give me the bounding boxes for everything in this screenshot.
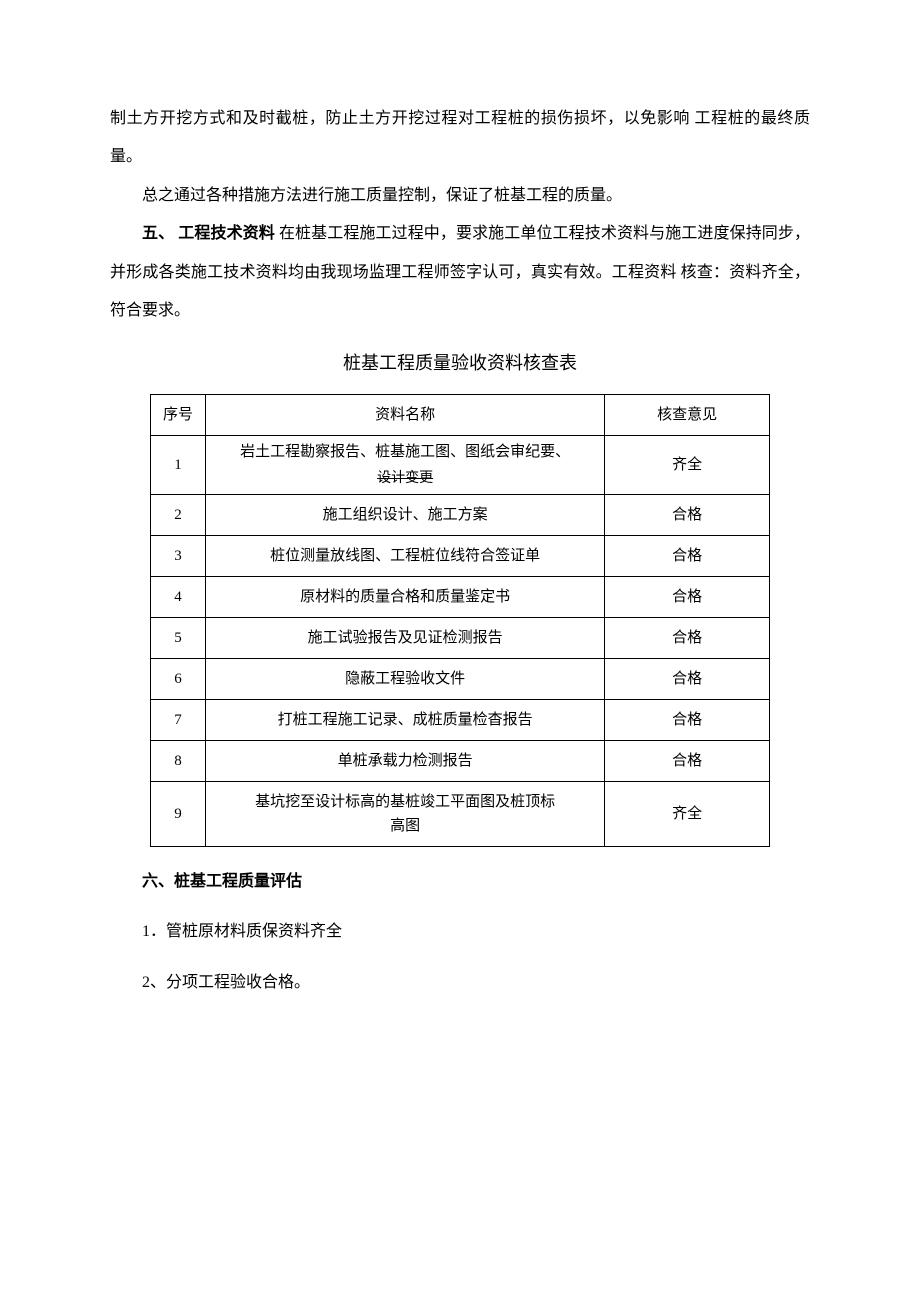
cell-name: 打桩工程施工记录、成桩质量检杳报告 — [205, 699, 604, 740]
cell-name-bottom: 高图 — [205, 814, 604, 847]
cell-name: 施工组织设计、施工方案 — [205, 494, 604, 535]
cell-name-top: 岩土工程勘察报告、桩基施工图、图纸会审纪要、 — [205, 435, 604, 464]
section-6-heading: 六、桩基工程质量评估 — [110, 863, 810, 901]
section-5-label: 五、 工程技术资料 — [142, 225, 275, 242]
cell-seq: 4 — [151, 576, 206, 617]
inspection-table: 序号 资料名称 核查意见 1 岩土工程勘察报告、桩基施工图、图纸会审纪要、 齐全… — [150, 394, 770, 847]
cell-opinion: 合格 — [605, 576, 770, 617]
cell-name-bottom: 设计变更 — [205, 464, 604, 495]
cell-opinion: 合格 — [605, 740, 770, 781]
cell-seq: 1 — [151, 435, 206, 494]
table-row: 4 原材料的质量合格和质量鉴定书 合格 — [151, 576, 770, 617]
cell-opinion: 合格 — [605, 658, 770, 699]
list-item-2: 2、分项工程验收合格。 — [110, 964, 810, 1002]
cell-name-top: 基坑挖至设计标高的基桩竣工平面图及桩顶标 — [205, 781, 604, 814]
table-row: 7 打桩工程施工记录、成桩质量检杳报告 合格 — [151, 699, 770, 740]
table-row: 3 桩位测量放线图、工程桩位线符合签证单 合格 — [151, 535, 770, 576]
cell-opinion: 合格 — [605, 699, 770, 740]
cell-seq: 9 — [151, 781, 206, 846]
table-row: 2 施工组织设计、施工方案 合格 — [151, 494, 770, 535]
cell-name: 桩位测量放线图、工程桩位线符合签证单 — [205, 535, 604, 576]
table-row: 6 隐蔽工程验收文件 合格 — [151, 658, 770, 699]
cell-seq: 7 — [151, 699, 206, 740]
header-seq: 序号 — [151, 394, 206, 435]
cell-seq: 2 — [151, 494, 206, 535]
table-row: 8 单桩承载力检测报告 合格 — [151, 740, 770, 781]
cell-name: 施工试验报告及见证检测报告 — [205, 617, 604, 658]
cell-opinion: 合格 — [605, 617, 770, 658]
list-item-1: 1．管桩原材料质保资料齐全 — [110, 913, 810, 951]
cell-seq: 6 — [151, 658, 206, 699]
table-header-row: 序号 资料名称 核查意见 — [151, 394, 770, 435]
cell-opinion: 齐全 — [605, 781, 770, 846]
cell-name: 隐蔽工程验收文件 — [205, 658, 604, 699]
cell-name: 原材料的质量合格和质量鉴定书 — [205, 576, 604, 617]
table-title: 桩基工程质量验收资料核查表 — [110, 342, 810, 385]
cell-seq: 8 — [151, 740, 206, 781]
cell-seq: 3 — [151, 535, 206, 576]
table-container: 序号 资料名称 核查意见 1 岩土工程勘察报告、桩基施工图、图纸会审纪要、 齐全… — [110, 394, 810, 847]
table-row: 1 岩土工程勘察报告、桩基施工图、图纸会审纪要、 齐全 — [151, 435, 770, 464]
table-row: 5 施工试验报告及见证检测报告 合格 — [151, 617, 770, 658]
cell-opinion: 合格 — [605, 494, 770, 535]
header-name: 资料名称 — [205, 394, 604, 435]
cell-opinion: 齐全 — [605, 435, 770, 494]
header-opinion: 核查意见 — [605, 394, 770, 435]
table-row: 9 基坑挖至设计标高的基桩竣工平面图及桩顶标 齐全 — [151, 781, 770, 814]
paragraph-3: 五、 工程技术资料 在桩基工程施工过程中，要求施工单位工程技术资料与施工进度保持… — [110, 215, 810, 330]
cell-name: 单桩承载力检测报告 — [205, 740, 604, 781]
cell-seq: 5 — [151, 617, 206, 658]
paragraph-2: 总之通过各种措施方法进行施工质量控制，保证了桩基工程的质量。 — [110, 177, 810, 215]
paragraph-1: 制土方开挖方式和及时截桩，防止土方开挖过程对工程桩的损伤损坏，以免影响 工程桩的… — [110, 100, 810, 177]
cell-opinion: 合格 — [605, 535, 770, 576]
